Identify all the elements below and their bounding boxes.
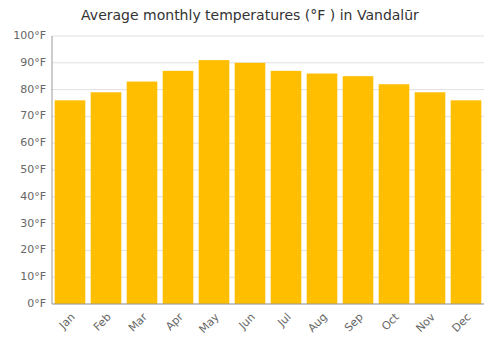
x-tick-label: Jan [56,311,78,333]
bar [415,92,446,304]
x-tick-label: Sep [342,311,366,335]
y-tick-label: 40°F [20,190,46,203]
chart-container: 0°F 10°F 20°F 30°F 40°F 50°F 60°F 70°F 80°F 90°F 1… [0,0,500,350]
x-axis-line [52,304,484,305]
x-tick-label: Nov [413,310,438,335]
y-tick-label: 90°F [20,56,46,69]
y-tick-label: 20°F [20,243,46,256]
y-tick-label: 80°F [20,83,46,96]
y-tick-label: 70°F [20,109,46,122]
x-tick-label: Jun [236,311,258,333]
grid-line [52,89,484,90]
bar [451,100,482,304]
bars [55,60,482,304]
bar [271,71,302,304]
y-tick-label: 60°F [20,136,46,149]
chart: 0°F 10°F 20°F 30°F 40°F 50°F 60°F 70°F 80°F 90°F 1… [0,0,500,350]
bar [127,82,158,304]
x-tick-label: Oct [379,310,402,333]
y-tick-label: 10°F [20,270,46,283]
bar [91,92,122,304]
y-tick-label: 100°F [13,29,46,42]
x-tick-label: Aug [305,311,329,335]
y-tick-labels: 0°F 10°F 20°F 30°F 40°F 50°F 60°F 70°F 80°F 90°F 1… [13,29,46,310]
grid [52,36,484,304]
bar [379,84,410,304]
y-axis-line [52,36,53,304]
grid-line [52,304,484,305]
x-tick-label: May [196,310,222,336]
bar [163,71,194,304]
grid-line [52,62,484,63]
y-tick-label: 50°F [20,163,46,176]
x-tick-label: Apr [163,310,186,333]
y-tick-label: 0°F [27,297,46,310]
bar [199,60,230,304]
title: Average monthly temperatures (°F ) in Va… [81,7,419,23]
bar [235,63,266,304]
y-tick-label: 30°F [20,217,46,230]
x-tick-label: Dec [450,311,474,335]
bar [307,74,338,304]
bar [343,76,374,304]
x-tick-labels: Jan Feb Mar Apr May Jun Jul Aug Sep Oct Nov Dec [56,310,474,336]
x-tick-label: Jul [274,311,293,330]
bar [55,100,86,304]
grid-line [52,36,484,37]
x-tick-label: Feb [91,311,114,334]
x-tick-label: Mar [126,310,150,334]
